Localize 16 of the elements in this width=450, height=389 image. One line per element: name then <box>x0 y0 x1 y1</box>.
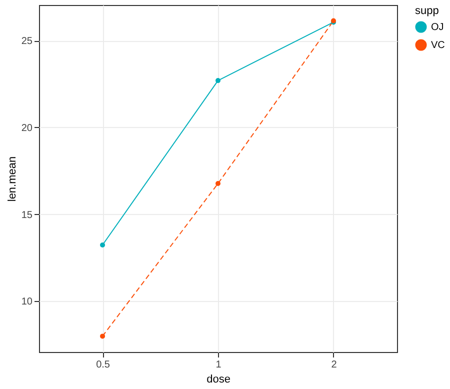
point <box>216 181 220 186</box>
x-tick-label: 2 <box>331 360 338 370</box>
legend-title: supp <box>415 5 439 17</box>
legend-label: OJ <box>431 22 444 33</box>
point <box>100 242 106 248</box>
y-tick-label: 25 <box>21 36 33 48</box>
y-tick-label: 20 <box>21 122 33 134</box>
y-tick-label: 15 <box>21 210 33 221</box>
legend-label: VC <box>431 40 445 51</box>
point <box>100 334 106 339</box>
y-axis-title: len.mean <box>6 156 18 202</box>
x-tick-label: 0.5 <box>96 360 110 370</box>
y-tick-label: 10 <box>21 296 33 308</box>
x-axis-title: dose <box>206 374 230 386</box>
x-tick-label: 1 <box>216 360 222 370</box>
point <box>216 78 220 84</box>
